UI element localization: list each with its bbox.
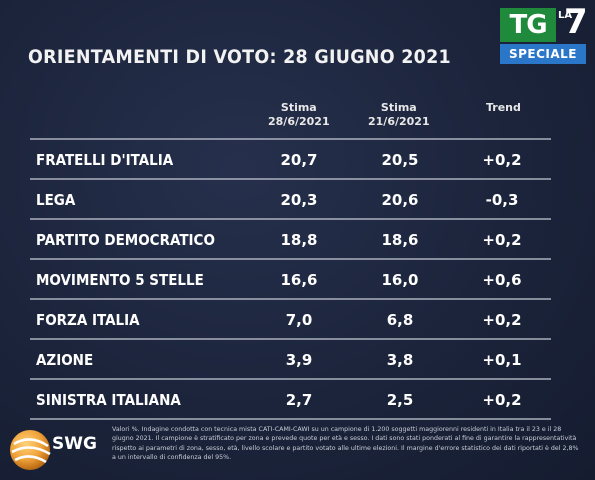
column-header-line2: 21/6/2021 — [368, 115, 430, 128]
column-header-stima-21: Stima 21/6/2021 — [368, 101, 430, 129]
la-label: LA — [558, 10, 573, 21]
party-name: PARTITO DEMOCRATICO — [36, 232, 215, 249]
trend-value: -0,3 — [486, 191, 519, 209]
stima-21-value: 2,5 — [387, 391, 414, 409]
swg-globe-icon — [10, 430, 51, 470]
seven-label: 7 — [564, 2, 588, 42]
stima-28-value: 7,0 — [286, 311, 313, 329]
party-name: FRATELLI D'ITALIA — [36, 152, 173, 169]
party-name: FORZA ITALIA — [36, 312, 140, 329]
party-name: MOVIMENTO 5 STELLE — [36, 272, 204, 289]
stima-28-value: 3,9 — [286, 351, 313, 369]
column-header-stima-28: Stima 28/6/2021 — [268, 101, 330, 129]
trend-value: +0,2 — [482, 231, 521, 249]
column-header-line1: Stima — [280, 101, 317, 114]
column-header-trend: Trend — [486, 101, 521, 115]
trend-value: +0,2 — [482, 391, 521, 409]
trend-value: +0,6 — [482, 271, 521, 289]
stima-21-value: 20,5 — [381, 151, 418, 169]
trend-value: +0,2 — [482, 311, 521, 329]
tg-logo-box: TG — [500, 8, 556, 42]
swg-logo — [6, 424, 106, 474]
trend-value: +0,1 — [482, 351, 521, 369]
party-name: AZIONE — [36, 352, 93, 369]
page-title: ORIENTAMENTI DI VOTO: 28 GIUGNO 2021 — [28, 46, 451, 68]
stima-21-value: 18,6 — [381, 231, 418, 249]
column-header-line1: Trend — [486, 101, 521, 114]
column-header-line1: Stima — [380, 101, 417, 114]
speciale-label: SPECIALE — [500, 44, 586, 64]
stima-28-value: 2,7 — [286, 391, 313, 409]
swg-label: SWG — [52, 434, 97, 454]
party-name: LEGA — [36, 192, 75, 209]
stima-28-value: 16,6 — [280, 271, 317, 289]
stima-21-value: 16,0 — [381, 271, 418, 289]
stima-21-value: 3,8 — [387, 351, 414, 369]
stima-21-value: 20,6 — [381, 191, 418, 209]
stima-21-value: 6,8 — [387, 311, 414, 329]
methodology-footnote: Valori %. Indagine condotta con tecnica … — [112, 426, 579, 462]
tg-la7-logo: TG LA 7 SPECIALE — [500, 2, 588, 66]
stima-28-value: 20,7 — [280, 151, 317, 169]
column-header-line2: 28/6/2021 — [268, 115, 330, 128]
stima-28-value: 20,3 — [280, 191, 317, 209]
trend-value: +0,2 — [482, 151, 521, 169]
stima-28-value: 18,8 — [280, 231, 317, 249]
party-name: SINISTRA ITALIANA — [36, 392, 181, 409]
